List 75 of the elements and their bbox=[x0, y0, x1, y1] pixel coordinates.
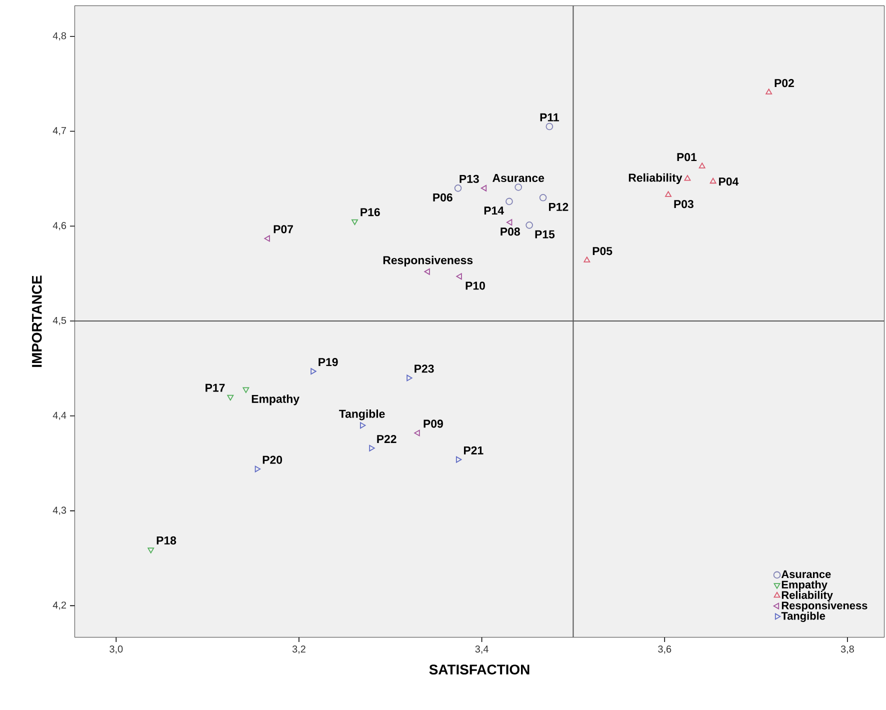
annotation: P13 bbox=[460, 174, 479, 183]
point bbox=[710, 178, 716, 184]
annotation: P23 bbox=[414, 364, 434, 373]
annotation: P06 bbox=[433, 193, 452, 202]
x-tick-label: 3,6 bbox=[658, 646, 672, 654]
x-tick-label: 3,8 bbox=[840, 646, 854, 654]
x-tick-label: 3,0 bbox=[110, 646, 123, 654]
annotation: P03 bbox=[674, 200, 694, 208]
annotation: P07 bbox=[274, 225, 293, 234]
point bbox=[264, 235, 270, 242]
annotation: P10 bbox=[466, 282, 485, 290]
annotation: P12 bbox=[549, 202, 568, 211]
y-tick-label: 4,5 bbox=[52, 316, 66, 326]
point bbox=[506, 219, 512, 226]
annotation: P02 bbox=[774, 79, 794, 88]
annotation: P16 bbox=[360, 208, 380, 216]
point bbox=[424, 268, 430, 275]
annotation: P17 bbox=[206, 384, 225, 392]
legend-label: Responsiveness bbox=[782, 601, 868, 612]
point bbox=[456, 456, 462, 463]
point bbox=[406, 374, 412, 382]
point bbox=[514, 184, 522, 191]
annotation: P14 bbox=[484, 206, 504, 215]
annotation: Asurance bbox=[492, 174, 544, 182]
annotation: P11 bbox=[540, 113, 559, 122]
y-tick-label: 4,7 bbox=[52, 127, 66, 136]
point bbox=[454, 184, 462, 192]
point bbox=[480, 184, 487, 192]
point bbox=[310, 368, 316, 375]
legend-label: Asurance bbox=[781, 570, 831, 578]
y-tick-label: 4,8 bbox=[52, 32, 66, 40]
x-axis-title: SATISFACTION bbox=[429, 664, 530, 674]
point bbox=[684, 175, 691, 181]
point bbox=[506, 198, 513, 206]
point bbox=[242, 387, 250, 393]
y-tick-label: 4,2 bbox=[52, 602, 66, 610]
y-tick-label: 4,4 bbox=[52, 412, 66, 420]
x-tick-label: 3,2 bbox=[292, 646, 306, 654]
legend-label: Empathy bbox=[782, 580, 828, 591]
point bbox=[414, 430, 420, 436]
y-tick-label: 4,6 bbox=[52, 222, 66, 230]
annotation: Reliability bbox=[628, 173, 682, 184]
point bbox=[369, 444, 375, 452]
annotation: P08 bbox=[500, 228, 520, 236]
annotation: P04 bbox=[719, 177, 739, 186]
y-axis-title: IMPORTANCE bbox=[32, 276, 42, 367]
point bbox=[360, 422, 366, 429]
y-tick-label: 4,3 bbox=[52, 506, 66, 515]
point bbox=[456, 273, 462, 280]
point bbox=[546, 122, 554, 130]
x-tick-label: 3,4 bbox=[475, 646, 488, 654]
annotation: P22 bbox=[377, 434, 396, 443]
point bbox=[698, 162, 706, 168]
legend-label: Tangible bbox=[781, 612, 826, 622]
annotation: P09 bbox=[424, 420, 443, 428]
point bbox=[148, 548, 154, 554]
point bbox=[352, 219, 358, 226]
legend-label: Reliability bbox=[782, 590, 833, 602]
annotation: P21 bbox=[464, 446, 484, 454]
annotation: Responsiveness bbox=[383, 256, 473, 266]
annotation: P19 bbox=[318, 358, 338, 366]
point bbox=[227, 394, 234, 401]
annotation: Tangible bbox=[339, 409, 385, 420]
annotation: P05 bbox=[592, 246, 612, 256]
annotation: P15 bbox=[535, 230, 555, 238]
point bbox=[254, 466, 261, 472]
point bbox=[526, 222, 533, 229]
point bbox=[584, 256, 590, 262]
point bbox=[665, 191, 672, 197]
point bbox=[539, 194, 547, 202]
annotation: P18 bbox=[156, 536, 176, 544]
annotation: P01 bbox=[677, 153, 697, 162]
annotation: Empathy bbox=[252, 394, 300, 406]
point bbox=[766, 88, 772, 94]
annotation: P20 bbox=[262, 456, 282, 464]
